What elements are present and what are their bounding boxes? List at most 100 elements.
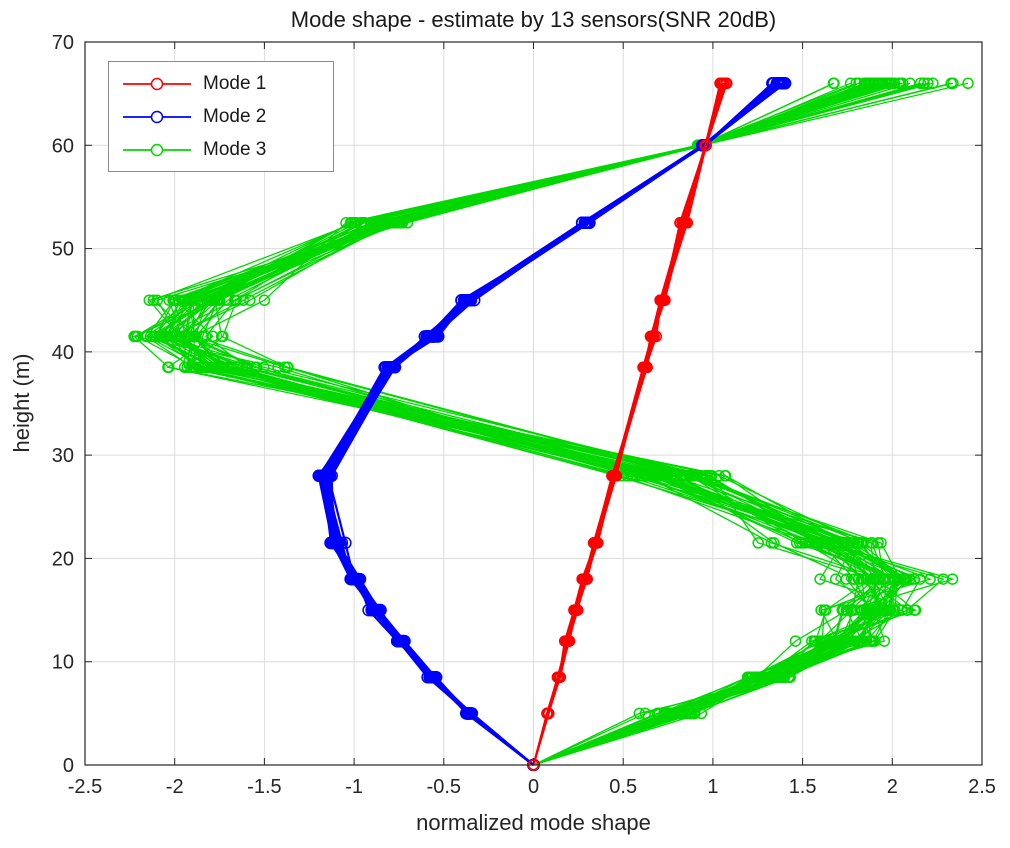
chart-title: Mode shape - estimate by 13 sensors(SNR … bbox=[290, 7, 777, 32]
mode-3-marker bbox=[837, 604, 850, 616]
mode-3-marker bbox=[855, 537, 867, 549]
mode-3-marker bbox=[817, 635, 829, 647]
mode-3-marker bbox=[186, 361, 199, 374]
x-tick-label: -0.5 bbox=[427, 776, 461, 798]
mode-3-marker bbox=[817, 537, 829, 549]
mode-2-marker bbox=[581, 216, 594, 230]
legend-label: Mode 3 bbox=[203, 138, 267, 160]
mode-3-marker bbox=[790, 537, 803, 549]
legend-item-2: Mode 2 bbox=[109, 100, 333, 133]
mode-3-marker bbox=[809, 635, 822, 647]
mode-3-marker bbox=[149, 330, 161, 343]
mode-2-marker bbox=[347, 572, 361, 586]
mode-1-marker bbox=[699, 139, 712, 152]
x-tick-label: -1 bbox=[345, 776, 363, 798]
mode-3-marker bbox=[868, 604, 881, 616]
mode-1-marker bbox=[678, 217, 690, 229]
mode-3-marker bbox=[869, 635, 881, 647]
mode-2-marker bbox=[369, 603, 382, 617]
mode-2-marker bbox=[383, 361, 397, 374]
mode-2-marker bbox=[329, 536, 343, 550]
mode-3-marker bbox=[828, 635, 840, 647]
mode-2-marker bbox=[774, 77, 788, 90]
mode-3-marker bbox=[887, 604, 899, 616]
legend-line-marker-icon bbox=[123, 143, 191, 156]
mode-3-marker bbox=[627, 470, 639, 482]
mode-3-line bbox=[214, 82, 918, 766]
x-tick-label: 0.5 bbox=[609, 776, 637, 798]
mode-3-marker bbox=[872, 537, 884, 549]
mode-3-line bbox=[148, 82, 969, 766]
mode-3-marker bbox=[168, 330, 181, 343]
mode-3-marker bbox=[909, 604, 922, 616]
x-tick-label: 1 bbox=[707, 776, 718, 798]
mode-1-marker bbox=[561, 635, 574, 647]
mode-3-marker bbox=[281, 361, 294, 374]
mode-3-marker bbox=[689, 470, 701, 482]
mode-3-marker bbox=[196, 330, 209, 343]
mode-3-marker bbox=[860, 635, 873, 647]
mode-1-marker bbox=[608, 470, 620, 482]
y-axis-label: height (m) bbox=[9, 353, 34, 453]
mode-2-marker bbox=[462, 707, 476, 720]
mode-3-marker bbox=[864, 573, 877, 585]
mode-3-marker bbox=[789, 635, 802, 647]
x-tick-label: 1.5 bbox=[789, 776, 817, 798]
y-tick-label: 40 bbox=[52, 342, 74, 364]
legend-item-1: Mode 1 bbox=[109, 67, 333, 100]
mode-3-marker bbox=[818, 604, 830, 616]
mode-2-marker bbox=[426, 330, 440, 343]
mode-3-marker bbox=[765, 537, 778, 549]
mode-2-marker bbox=[459, 293, 472, 307]
mode-3-marker bbox=[162, 361, 174, 374]
mode-2-marker bbox=[319, 469, 332, 483]
mode-1-marker bbox=[717, 77, 730, 90]
mode-2-marker bbox=[426, 670, 440, 684]
mode-3-marker bbox=[128, 330, 140, 343]
mode-3-marker bbox=[671, 707, 683, 720]
mode-3-marker bbox=[244, 294, 256, 306]
legend-line-marker-icon bbox=[123, 110, 191, 123]
mode-2-marker bbox=[770, 77, 784, 90]
y-tick-label: 70 bbox=[52, 32, 74, 54]
mode-1-marker bbox=[638, 361, 651, 374]
mode-3-marker bbox=[828, 77, 840, 90]
mode-2-marker bbox=[394, 634, 407, 648]
axis-box bbox=[84, 41, 983, 766]
mode-3-marker bbox=[653, 470, 665, 482]
mode-3-marker bbox=[209, 294, 221, 306]
mode-3-marker bbox=[161, 330, 174, 343]
mode-3-marker bbox=[877, 77, 890, 90]
mode-3-marker bbox=[845, 604, 857, 616]
mode-3-line bbox=[173, 82, 885, 766]
mode-3-marker bbox=[860, 604, 873, 616]
x-tick-label: 2.5 bbox=[968, 776, 996, 798]
mode-3-marker bbox=[847, 537, 860, 549]
mode-3-marker bbox=[350, 217, 363, 229]
x-tick-label: -2.5 bbox=[68, 776, 102, 798]
mode-3-marker bbox=[249, 361, 261, 374]
mode-3-marker bbox=[143, 294, 156, 306]
y-tick-label: 60 bbox=[52, 135, 74, 157]
series-mode-2 bbox=[312, 77, 792, 771]
mode-3-marker bbox=[189, 330, 202, 343]
y-tick-label: 10 bbox=[52, 652, 74, 674]
mode-2-marker bbox=[315, 469, 328, 483]
mode-3-marker bbox=[918, 77, 930, 90]
mode-1-marker bbox=[570, 604, 583, 616]
mode-3-marker bbox=[640, 470, 652, 482]
mode-3-marker bbox=[742, 671, 755, 683]
mode-3-marker bbox=[937, 573, 949, 585]
x-tick-label: -1.5 bbox=[247, 776, 281, 798]
mode-3-marker bbox=[924, 573, 936, 585]
mode-3-line bbox=[149, 82, 905, 766]
x-axis-label: normalized mode shape bbox=[416, 810, 651, 835]
mode-3-marker bbox=[814, 573, 826, 585]
x-tick-label: 2 bbox=[887, 776, 898, 798]
legend: Mode 1 Mode 2 Mode 3 bbox=[108, 61, 334, 172]
mode-3-marker bbox=[901, 604, 913, 616]
mode-1-marker bbox=[542, 707, 554, 720]
mode-3-marker bbox=[163, 294, 175, 306]
mode-3-marker bbox=[832, 537, 845, 549]
